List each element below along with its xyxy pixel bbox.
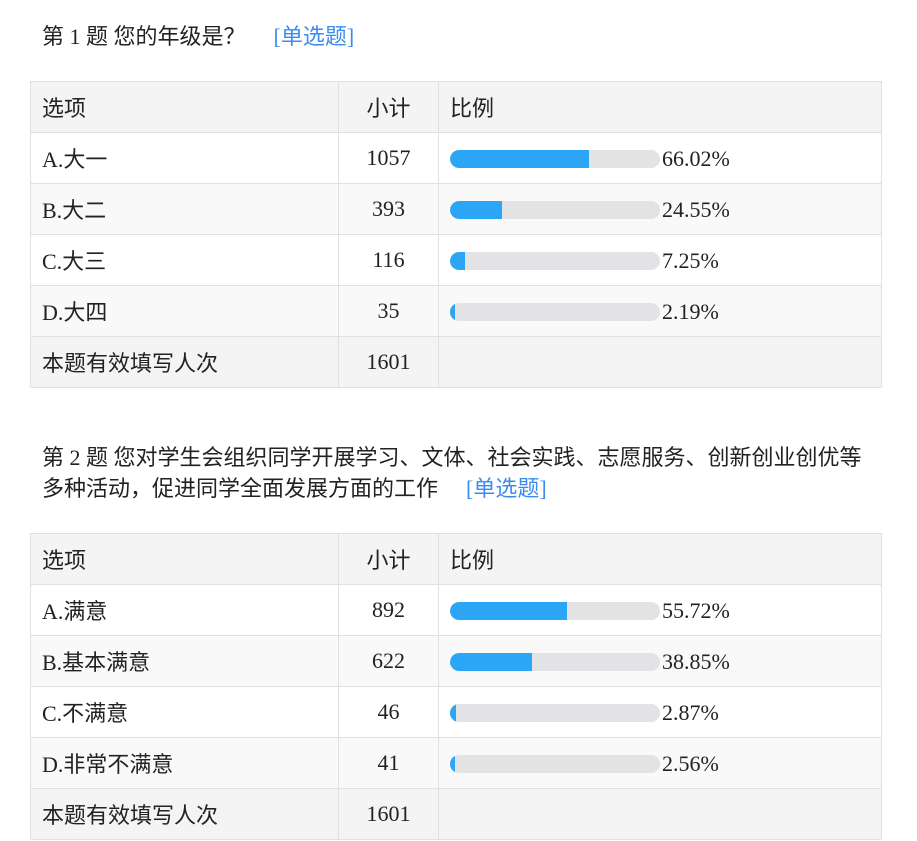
- option-count: 1057: [338, 132, 439, 184]
- total-row: 本题有效填写人次 1601: [30, 788, 882, 840]
- table-row: B.大二 393 24.55%: [30, 183, 882, 235]
- option-percent: 55.72%: [662, 597, 730, 623]
- option-label: A.大一: [30, 132, 339, 184]
- header-option: 选项: [30, 81, 339, 133]
- question-1: 第 1 题 您的年级是？ [单选题] 选项 小计 比例 A.大一 1057 66.…: [30, 21, 882, 388]
- header-count: 小计: [338, 533, 439, 585]
- option-count: 892: [338, 584, 439, 636]
- option-count: 41: [338, 737, 439, 789]
- percent-bar-fill: [450, 703, 457, 722]
- percent-bar: [450, 652, 660, 671]
- percent-bar-fill: [450, 302, 455, 321]
- total-row: 本题有效填写人次 1601: [30, 336, 882, 388]
- percent-bar: [450, 149, 660, 168]
- total-label: 本题有效填写人次: [30, 336, 339, 388]
- option-label: C.大三: [30, 234, 339, 286]
- question-text: 第 2 题 您对学生会组织同学开展学习、文体、社会实践、志愿服务、创新创业创优等…: [42, 445, 862, 501]
- percent-bar-fill: [450, 601, 567, 620]
- percent-bar: [450, 200, 660, 219]
- option-label: C.不满意: [30, 686, 339, 738]
- table-row: C.大三 116 7.25%: [30, 234, 882, 286]
- table-row: A.大一 1057 66.02%: [30, 132, 882, 184]
- percent-bar-fill: [450, 652, 532, 671]
- option-label: D.非常不满意: [30, 737, 339, 789]
- percent-bar: [450, 601, 660, 620]
- table-header: 选项 小计 比例: [30, 533, 882, 585]
- option-label: B.大二: [30, 183, 339, 235]
- percent-bar: [450, 251, 660, 270]
- table-row: B.基本满意 622 38.85%: [30, 635, 882, 687]
- option-count: 622: [338, 635, 439, 687]
- header-option: 选项: [30, 533, 339, 585]
- header-percent: 比例: [438, 81, 882, 133]
- option-percent: 2.19%: [662, 298, 719, 324]
- option-percent: 38.85%: [662, 648, 730, 674]
- total-label: 本题有效填写人次: [30, 788, 339, 840]
- option-label: D.大四: [30, 285, 339, 337]
- question-type: [单选题]: [273, 24, 355, 49]
- question-type: [单选题]: [466, 476, 547, 501]
- question-title: 第 1 题 您的年级是？ [单选题]: [30, 21, 882, 52]
- option-count: 35: [338, 285, 439, 337]
- percent-bar: [450, 703, 660, 722]
- results-table: 选项 小计 比例 A.满意 892 55.72% B.基本满意 622 38.8…: [30, 533, 882, 840]
- percent-bar: [450, 302, 660, 321]
- option-label: A.满意: [30, 584, 339, 636]
- option-count: 393: [338, 183, 439, 235]
- header-percent: 比例: [438, 533, 882, 585]
- total-count: 1601: [338, 788, 439, 840]
- question-title: 第 2 题 您对学生会组织同学开展学习、文体、社会实践、志愿服务、创新创业创优等…: [30, 442, 882, 504]
- total-count: 1601: [338, 336, 439, 388]
- question-2: 第 2 题 您对学生会组织同学开展学习、文体、社会实践、志愿服务、创新创业创优等…: [30, 442, 882, 840]
- percent-bar-fill: [450, 754, 456, 773]
- option-label: B.基本满意: [30, 635, 339, 687]
- percent-bar-fill: [450, 149, 589, 168]
- table-header: 选项 小计 比例: [30, 81, 882, 133]
- percent-bar: [450, 754, 660, 773]
- table-row: C.不满意 46 2.87%: [30, 686, 882, 738]
- option-percent: 66.02%: [662, 145, 730, 171]
- option-percent: 2.56%: [662, 750, 719, 776]
- option-count: 116: [338, 234, 439, 286]
- table-row: D.非常不满意 41 2.56%: [30, 737, 882, 789]
- question-text: 第 1 题 您的年级是？: [42, 24, 246, 49]
- table-row: A.满意 892 55.72%: [30, 584, 882, 636]
- header-count: 小计: [338, 81, 439, 133]
- results-table: 选项 小计 比例 A.大一 1057 66.02% B.大二 393 24.55…: [30, 81, 882, 388]
- percent-bar-fill: [450, 251, 466, 270]
- option-percent: 2.87%: [662, 699, 719, 725]
- option-count: 46: [338, 686, 439, 738]
- percent-bar-fill: [450, 200, 502, 219]
- option-percent: 7.25%: [662, 247, 719, 273]
- option-percent: 24.55%: [662, 196, 730, 222]
- table-row: D.大四 35 2.19%: [30, 285, 882, 337]
